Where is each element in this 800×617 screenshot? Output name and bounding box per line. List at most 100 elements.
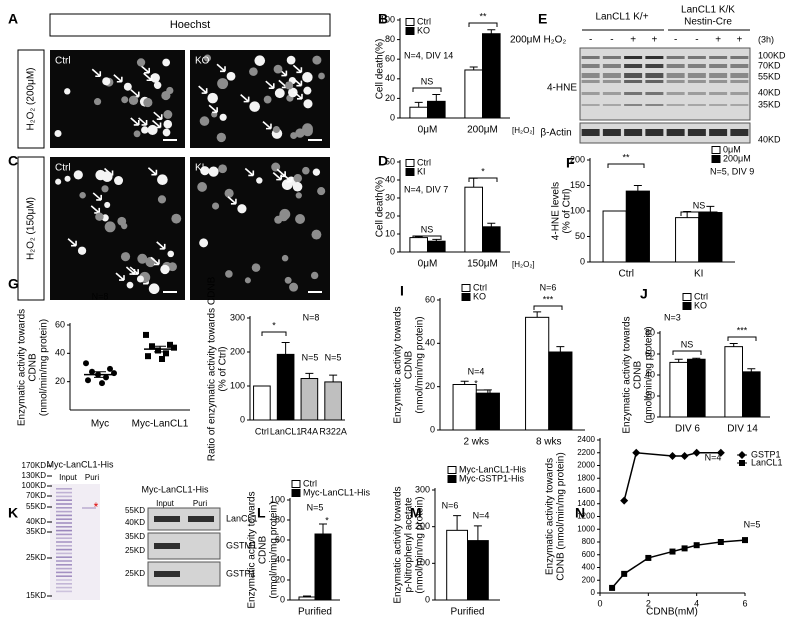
y-tick-label: 20 xyxy=(275,574,285,584)
point xyxy=(159,356,165,362)
cell xyxy=(121,96,129,104)
bar xyxy=(276,353,295,421)
y-axis-label: CDNB xyxy=(633,361,644,390)
y-axis-label: Enzymatic activity towards xyxy=(393,306,404,423)
error-bar xyxy=(683,211,692,218)
y-tick-label: 600 xyxy=(582,550,596,559)
marker-label: 100KD xyxy=(22,481,47,490)
arrow xyxy=(265,80,275,89)
cell xyxy=(126,281,134,289)
panel-label: C xyxy=(8,153,18,169)
point xyxy=(717,539,724,545)
cell xyxy=(128,95,139,106)
x-tick-label: Ctrl xyxy=(255,426,269,436)
bar xyxy=(602,210,627,263)
x-tick-label: 200μM xyxy=(467,125,498,136)
band xyxy=(624,56,643,59)
legend-label: LanCL1 xyxy=(751,457,783,467)
x-tick-label: Purified xyxy=(298,607,332,617)
cell xyxy=(292,181,303,192)
legend-swatch xyxy=(405,18,415,26)
y-axis-label: (nmol/min/mg protein) xyxy=(39,319,50,416)
y-axis-label: 4-HNE levels xyxy=(551,182,562,240)
y-tick-label: 10 xyxy=(385,228,395,238)
cell xyxy=(199,238,209,248)
marker-label: 40KD xyxy=(26,517,46,526)
x-tick-label: 4 xyxy=(694,598,699,608)
lane-label: - xyxy=(589,35,592,46)
arrow xyxy=(198,85,208,94)
band xyxy=(56,503,72,505)
legend-label: 0μM xyxy=(723,144,741,154)
annotation: NS xyxy=(693,200,706,210)
bar xyxy=(625,190,650,263)
annotation: ** xyxy=(479,11,487,21)
band xyxy=(709,104,728,106)
cell xyxy=(289,282,299,292)
x-tick-label: R322A xyxy=(319,426,347,436)
bracket xyxy=(672,350,702,355)
lane-label: + xyxy=(651,35,657,46)
band xyxy=(645,73,664,78)
band xyxy=(581,104,600,106)
error-bar xyxy=(281,341,290,355)
point xyxy=(149,343,155,350)
y-tick-label: 0 xyxy=(390,246,395,256)
y-tick-label: 80 xyxy=(645,327,655,337)
error-bar xyxy=(706,205,715,213)
cell xyxy=(226,71,236,81)
band xyxy=(687,104,706,106)
point xyxy=(692,448,701,457)
bracket xyxy=(533,305,563,310)
cell xyxy=(217,78,229,90)
band xyxy=(56,567,72,570)
cell xyxy=(163,110,173,119)
point xyxy=(609,584,616,591)
y-tick-label: 0 xyxy=(240,414,245,424)
y-tick-label: 2400 xyxy=(577,435,595,444)
y-tick-label: 50 xyxy=(385,156,395,166)
cell xyxy=(166,86,174,95)
y-axis-label: Enzymatic activity towards xyxy=(17,309,28,426)
series-line xyxy=(611,539,746,589)
cell xyxy=(311,229,322,240)
cell xyxy=(55,178,62,185)
arrow xyxy=(272,172,283,181)
band xyxy=(687,92,706,95)
cell xyxy=(251,263,261,272)
y-tick-label: 40 xyxy=(645,369,655,379)
y-tick-label: 0 xyxy=(580,256,585,266)
bar xyxy=(446,529,469,601)
point xyxy=(167,341,173,348)
y-axis-label: Cell death(%) xyxy=(375,177,386,238)
arrow xyxy=(227,196,237,205)
bar xyxy=(427,240,446,253)
y-tick-label: 60 xyxy=(55,319,65,329)
lane-label: - xyxy=(674,35,677,46)
cell xyxy=(216,132,227,143)
error-bar xyxy=(303,595,311,597)
band xyxy=(56,545,72,547)
band xyxy=(666,56,685,59)
lane-label: + xyxy=(630,35,636,46)
y-tick-label: 40 xyxy=(385,73,395,83)
y-tick-label: 200 xyxy=(570,154,585,164)
cell xyxy=(274,88,285,99)
point xyxy=(107,365,113,372)
cell xyxy=(160,264,170,275)
x-tick-label: DIV 14 xyxy=(727,424,758,435)
micrograph xyxy=(50,50,185,148)
cell xyxy=(285,81,294,90)
band xyxy=(687,56,706,59)
y-tick-label: 1600 xyxy=(577,486,595,495)
bracket xyxy=(468,22,498,27)
x-tick-label: 2 wks xyxy=(463,437,489,448)
band xyxy=(56,571,72,574)
arrow xyxy=(92,192,102,201)
band xyxy=(56,526,72,528)
x-tick-label: Myc xyxy=(91,419,109,430)
legend-label: KO xyxy=(417,25,430,35)
band xyxy=(730,92,749,95)
legend-swatch xyxy=(461,293,471,301)
cell xyxy=(197,182,208,192)
